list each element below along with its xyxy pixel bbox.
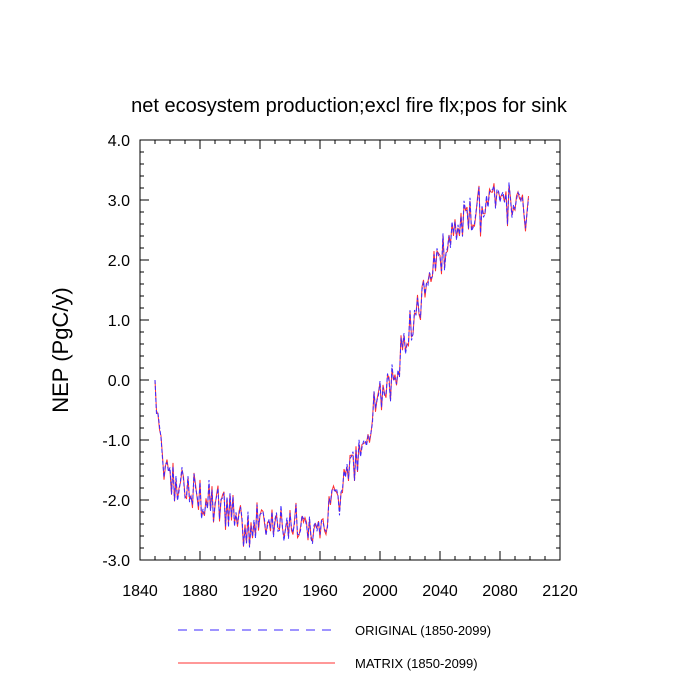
x-tick-label: 1960 — [302, 583, 338, 600]
x-tick-label: 2080 — [482, 583, 518, 600]
x-tick-label: 1880 — [182, 583, 218, 600]
y-tick-label: 3.0 — [108, 193, 130, 210]
axis-ticks: 1840 1880 1920 1960 2000 2040 2080 2120 -3.0 -2.0… — [102, 133, 577, 600]
series-line-matrix — [154, 183, 529, 547]
x-tick-label: 1840 — [122, 583, 158, 600]
y-axis-label: NEP (PgC/y) — [48, 287, 73, 413]
x-tick-label: 1920 — [242, 583, 278, 600]
legend-original-label: ORIGINAL (1850-2099) — [355, 623, 491, 638]
y-tick-label: 1.0 — [108, 313, 130, 330]
y-tick-label: 4.0 — [108, 133, 130, 150]
plot-frame — [139, 139, 561, 561]
x-tick-label: 2120 — [542, 583, 578, 600]
legend: ORIGINAL (1850-2099) MATRIX (1850-2099) — [178, 623, 491, 671]
x-tick-label: 2040 — [422, 583, 458, 600]
y-tick-label: -1.0 — [102, 433, 130, 450]
y-tick-label: 2.0 — [108, 253, 130, 270]
series-lines — [154, 182, 529, 548]
y-tick-label: -2.0 — [102, 493, 130, 510]
x-tick-label: 2000 — [362, 583, 398, 600]
chart-title: net ecosystem production;excl fire flx;p… — [131, 95, 568, 117]
y-tick-label: 0.0 — [108, 373, 130, 390]
y-tick-label: -3.0 — [102, 553, 130, 570]
series-line-original — [154, 182, 529, 548]
legend-matrix-label: MATRIX (1850-2099) — [355, 656, 478, 671]
